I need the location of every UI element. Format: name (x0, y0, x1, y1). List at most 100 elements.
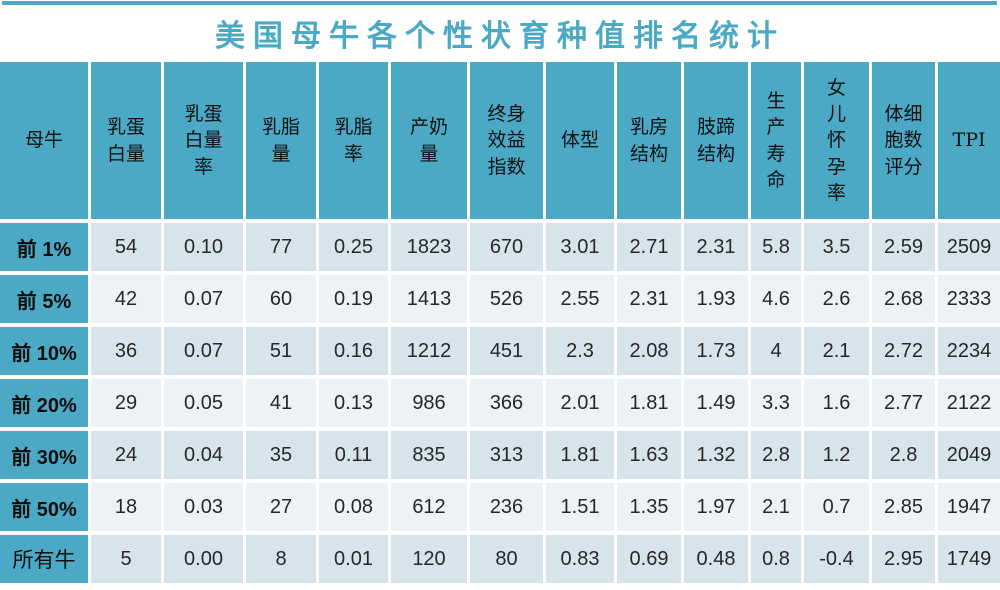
table-cell: 1.63 (617, 431, 681, 479)
table-cell: 0.10 (164, 223, 243, 271)
column-header-milk-protein-yield: 乳蛋 白量 (91, 62, 161, 219)
table-cell: 0.01 (319, 535, 388, 583)
table-cell: 4 (751, 327, 801, 375)
table-cell: 986 (391, 379, 467, 427)
table-cell: 1212 (391, 327, 467, 375)
stats-table: 母牛 乳蛋 白量 乳蛋 白量 率 乳脂 量 乳脂 率 产奶 量 终身 效益 指数… (0, 62, 1000, 583)
table-cell: 612 (391, 483, 467, 531)
table-cell: 29 (91, 379, 161, 427)
table-cell: 4.6 (751, 275, 801, 323)
table-cell: 2.55 (546, 275, 614, 323)
row-label: 前 5% (0, 275, 88, 323)
table-cell: 835 (391, 431, 467, 479)
table-cell: 51 (246, 327, 316, 375)
table-cell: 0.07 (164, 327, 243, 375)
table-cell: 2049 (938, 431, 1000, 479)
table-cell: 77 (246, 223, 316, 271)
table-cell: 5.8 (751, 223, 801, 271)
table-cell: 1.97 (684, 483, 748, 531)
table-cell: 41 (246, 379, 316, 427)
table-cell: 2.31 (617, 275, 681, 323)
column-header-lifetime-merit-index: 终身 效益 指数 (470, 62, 543, 219)
table-cell: 0.19 (319, 275, 388, 323)
table-cell: 0.08 (319, 483, 388, 531)
table-cell: 0.03 (164, 483, 243, 531)
table-cell: 1.2 (804, 431, 869, 479)
table-cell: 3.01 (546, 223, 614, 271)
table-cell: 1.73 (684, 327, 748, 375)
row-label: 前 30% (0, 431, 88, 479)
table-cell: 313 (470, 431, 543, 479)
table-cell: 0.00 (164, 535, 243, 583)
table-cell: 36 (91, 327, 161, 375)
table-cell: 236 (470, 483, 543, 531)
table-cell: 54 (91, 223, 161, 271)
table-cell: 0.05 (164, 379, 243, 427)
table-cell: 670 (470, 223, 543, 271)
table-cell: 2.8 (751, 431, 801, 479)
table-cell: 27 (246, 483, 316, 531)
table-cell: 2.8 (872, 431, 935, 479)
table-cell: 2234 (938, 327, 1000, 375)
table-cell: 2.3 (546, 327, 614, 375)
table-cell: 0.83 (546, 535, 614, 583)
row-label: 所有牛 (0, 535, 88, 583)
column-header-udder-composite: 乳房 结构 (617, 62, 681, 219)
table-cell: 2.85 (872, 483, 935, 531)
column-header-milk-fat-yield: 乳脂 量 (246, 62, 316, 219)
table-cell: 5 (91, 535, 161, 583)
column-header-tpi: TPI (938, 62, 1000, 219)
column-header-productive-life: 生 产 寿 命 (751, 62, 801, 219)
table-cell: 42 (91, 275, 161, 323)
column-header-milk-fat-rate: 乳脂 率 (319, 62, 388, 219)
row-label: 前 10% (0, 327, 88, 375)
table-cell: 2.01 (546, 379, 614, 427)
table-cell: 0.11 (319, 431, 388, 479)
table-cell: 0.04 (164, 431, 243, 479)
table-cell: 1.51 (546, 483, 614, 531)
column-header-cow: 母牛 (0, 62, 88, 219)
table-cell: 2.1 (804, 327, 869, 375)
table-cell: 1.49 (684, 379, 748, 427)
table-cell: 366 (470, 379, 543, 427)
table-cell: 2.6 (804, 275, 869, 323)
table-cell: 2.31 (684, 223, 748, 271)
table-cell: 1749 (938, 535, 1000, 583)
row-label: 前 20% (0, 379, 88, 427)
column-header-somatic-cell-score: 体细 胞数 评分 (872, 62, 935, 219)
top-divider-bar (2, 1, 997, 5)
table-cell: 2.59 (872, 223, 935, 271)
column-header-daughter-pregnancy-rate: 女 儿 怀 孕 率 (804, 62, 869, 219)
page-title: 美国母牛各个性状育种值排名统计 (215, 20, 785, 53)
table-cell: 1413 (391, 275, 467, 323)
table-cell: 0.7 (804, 483, 869, 531)
table-cell: 2.68 (872, 275, 935, 323)
table-cell: 80 (470, 535, 543, 583)
column-header-feet-legs-composite: 肢蹄 结构 (684, 62, 748, 219)
table-cell: 1.6 (804, 379, 869, 427)
table-cell: 0.69 (617, 535, 681, 583)
table-cell: 1.81 (546, 431, 614, 479)
table-cell: 0.07 (164, 275, 243, 323)
table-cell: 526 (470, 275, 543, 323)
table-cell: 3.3 (751, 379, 801, 427)
table-cell: 35 (246, 431, 316, 479)
table-cell: 1.32 (684, 431, 748, 479)
table-cell: 0.48 (684, 535, 748, 583)
table-cell: 2.72 (872, 327, 935, 375)
table-cell: 1.81 (617, 379, 681, 427)
table-cell: 451 (470, 327, 543, 375)
table-cell: 2122 (938, 379, 1000, 427)
table-cell: 0.25 (319, 223, 388, 271)
table-cell: 2.77 (872, 379, 935, 427)
table-cell: 2333 (938, 275, 1000, 323)
table-cell: 2.1 (751, 483, 801, 531)
column-header-milk-protein-rate: 乳蛋 白量 率 (164, 62, 243, 219)
table-cell: 2.95 (872, 535, 935, 583)
column-header-milk-yield: 产奶 量 (391, 62, 467, 219)
table-cell: 0.16 (319, 327, 388, 375)
table-cell: 0.8 (751, 535, 801, 583)
table-cell: 2.71 (617, 223, 681, 271)
table-cell: 1.35 (617, 483, 681, 531)
